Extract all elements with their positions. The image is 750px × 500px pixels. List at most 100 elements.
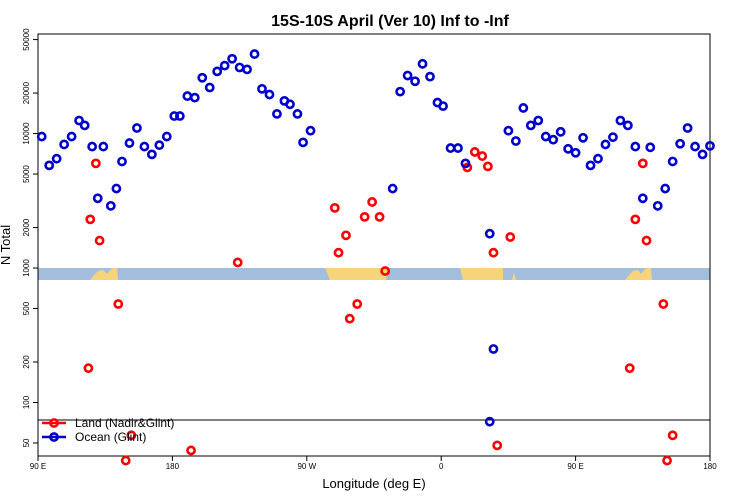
legend-land-label: Land (Nadir&Glint)	[75, 416, 174, 430]
ocean-point	[484, 228, 495, 239]
ocean-point	[445, 143, 456, 153]
ocean-point	[460, 158, 471, 169]
land-segment	[625, 268, 652, 280]
ocean-point	[92, 193, 103, 204]
ocean-point	[59, 139, 70, 150]
ocean-point	[608, 132, 618, 143]
ocean-point	[74, 115, 84, 126]
ocean-point	[51, 153, 62, 164]
ocean-point	[227, 53, 238, 64]
ocean-point	[105, 200, 116, 211]
land-point	[329, 202, 340, 213]
ocean-point	[555, 126, 566, 137]
ocean-point	[79, 120, 90, 131]
land-point	[333, 247, 344, 258]
land-point	[488, 247, 499, 258]
ocean-point	[272, 109, 282, 119]
y-tick-label: 10000	[22, 122, 31, 145]
ocean-point	[540, 131, 551, 142]
land-point	[658, 299, 669, 309]
land-segment	[460, 268, 503, 280]
ocean-point	[154, 140, 165, 151]
ocean-point	[593, 153, 603, 164]
land-point	[90, 158, 101, 169]
ocean-point	[705, 140, 715, 151]
x-tick-label: 180	[166, 462, 180, 471]
ocean-point	[600, 139, 611, 150]
ocean-point	[548, 134, 559, 145]
ocean-point	[146, 149, 157, 160]
y-tick-label: 100	[22, 395, 31, 409]
land-point	[352, 299, 363, 309]
land-ocean-band	[38, 268, 710, 280]
land-point	[341, 230, 351, 241]
ocean-point	[204, 82, 215, 93]
ocean-point	[417, 58, 428, 69]
land-segment	[512, 272, 516, 280]
ocean-point	[169, 111, 180, 121]
x-axis: 90 E 180 90 W 0 90 E 180	[30, 456, 717, 471]
y-tick-label: 1000	[22, 259, 31, 277]
ocean-point	[124, 138, 135, 148]
ocean-point	[264, 89, 275, 100]
land-point	[505, 232, 516, 242]
y-axis-label: N Total	[0, 225, 13, 265]
land-segment	[325, 268, 388, 280]
ocean-point	[510, 136, 521, 146]
x-tick-label: 90 E	[567, 462, 583, 471]
y-tick-label: 50	[22, 438, 31, 447]
ocean-point	[36, 131, 47, 142]
land-point	[477, 151, 488, 161]
ocean-point	[518, 103, 529, 113]
ocean-point	[637, 193, 648, 204]
ocean-point	[249, 49, 260, 59]
ocean-point	[402, 70, 413, 81]
ocean-point	[438, 101, 448, 112]
ocean-point	[645, 142, 656, 153]
land-point	[232, 257, 243, 268]
ocean-point	[98, 141, 109, 152]
land-point	[482, 161, 493, 172]
legend: Land (Nadir&Glint) Ocean (Glint)	[42, 416, 174, 444]
land-point	[126, 430, 137, 441]
land-point	[344, 313, 355, 324]
ocean-point	[117, 156, 127, 167]
ocean-point	[488, 344, 499, 354]
ocean-point	[87, 141, 98, 152]
land-point	[662, 455, 672, 466]
land-point	[380, 266, 391, 276]
ocean-point	[503, 125, 514, 136]
y-tick-label: 5000	[22, 165, 31, 183]
land-point	[113, 299, 124, 309]
land-point	[94, 235, 105, 246]
ocean-point	[305, 125, 316, 136]
ocean-point	[570, 147, 581, 158]
data-points	[36, 49, 715, 466]
ocean-point	[292, 109, 303, 119]
ocean-point	[395, 86, 406, 97]
ocean-point	[387, 183, 398, 194]
ocean-point	[257, 83, 267, 94]
x-tick-label: 90 E	[30, 462, 46, 471]
ocean-point	[675, 138, 686, 149]
ocean-point	[578, 132, 588, 143]
ocean-point	[615, 115, 626, 126]
ocean-point	[161, 131, 172, 142]
land-point	[637, 158, 648, 169]
land-point	[83, 363, 94, 374]
ocean-point	[111, 183, 122, 194]
ocean-point	[234, 62, 245, 73]
y-axis: 50 100 200 500 1000 2000 5000 10000 20000 50000	[22, 28, 38, 447]
land-point	[624, 363, 635, 374]
y-tick-label: 500	[22, 301, 31, 315]
ocean-point	[44, 160, 55, 171]
land-point	[641, 235, 652, 246]
ocean-point	[453, 143, 463, 153]
ocean-point	[66, 131, 77, 142]
land-point	[469, 147, 480, 157]
land-segment	[90, 268, 118, 280]
ocean-point	[667, 156, 678, 167]
land-point	[630, 214, 641, 225]
ocean-point	[563, 143, 574, 154]
x-tick-label: 180	[703, 462, 717, 471]
